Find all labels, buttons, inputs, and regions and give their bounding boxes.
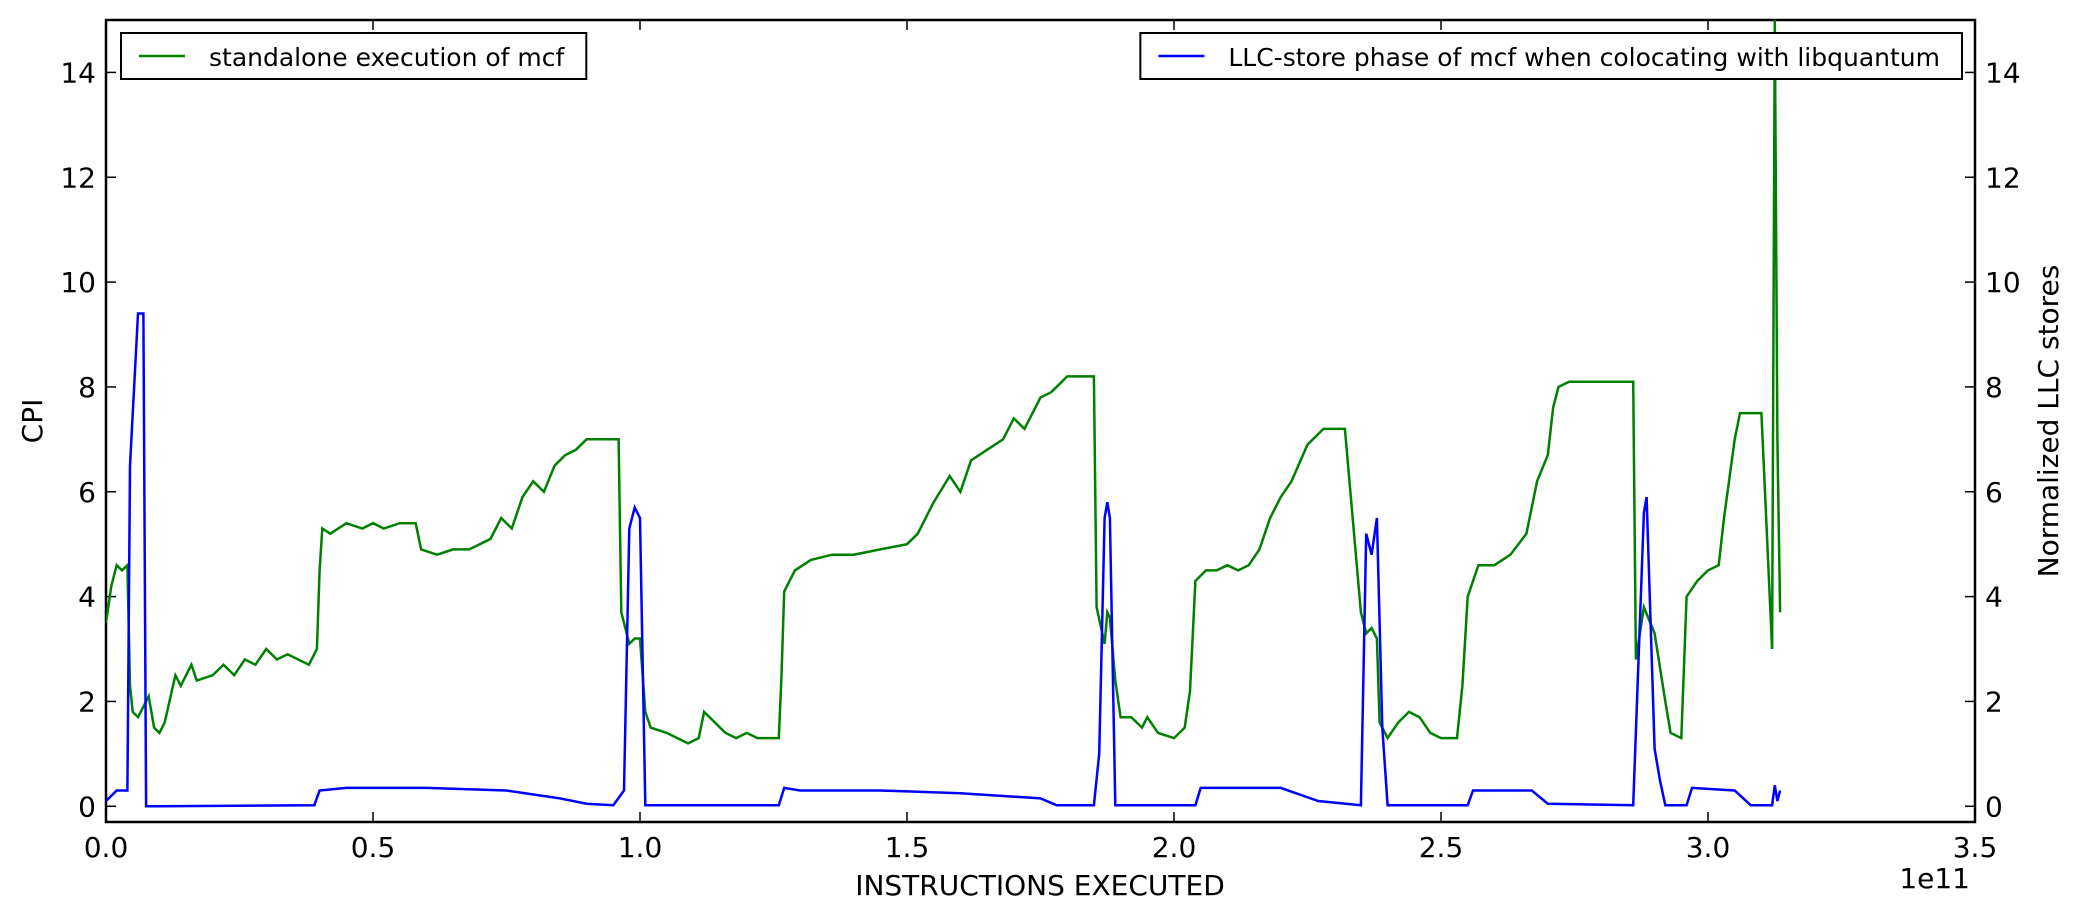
x-axis-label: INSTRUCTIONS EXECUTED	[855, 869, 1225, 902]
legend: LLC-store phase of mcf when colocating w…	[1139, 32, 1963, 80]
y-tick-label: 6	[78, 476, 96, 509]
y2-tick-label: 10	[1985, 266, 2021, 299]
y2-tick-label: 8	[1985, 371, 2003, 404]
legend-label: standalone execution of mcf	[209, 43, 566, 72]
y-tick-label: 0	[78, 790, 96, 823]
y-tick-label: 10	[60, 266, 96, 299]
y2-tick-label: 14	[1985, 56, 2021, 89]
y2-tick-label: 12	[1985, 161, 2021, 194]
x-tick-label: 3.0	[1686, 831, 1731, 864]
x-offset-label: 1e11	[1899, 862, 1970, 895]
y-tick-label: 4	[78, 581, 96, 614]
series-line	[106, 20, 1782, 745]
y2-tick-label: 0	[1985, 790, 2003, 823]
legend-box	[1139, 32, 1963, 80]
x-tick-label: 3.5	[1953, 831, 1998, 864]
x-tick-label: 2.0	[1152, 831, 1197, 864]
legend-label: LLC-store phase of mcf when colocating w…	[1228, 43, 1940, 72]
y-tick-label: 14	[60, 56, 96, 89]
y2-axis-label: Normalized LLC stores	[2032, 265, 2065, 578]
y2-tick-label: 6	[1985, 476, 2003, 509]
y2-tick-label: 4	[1985, 581, 2003, 614]
y-tick-label: 2	[78, 685, 96, 718]
y-axis-label: CPI	[16, 399, 49, 444]
x-tick-label: 0.0	[84, 831, 129, 864]
x-tick-label: 2.5	[1419, 831, 1464, 864]
y2-tick-label: 2	[1985, 685, 2003, 718]
x-tick-label: 1.0	[618, 831, 663, 864]
x-tick-label: 1.5	[885, 831, 930, 864]
x-tick-label: 0.5	[351, 831, 396, 864]
y-tick-label: 12	[60, 161, 96, 194]
plot-frame	[104, 18, 1977, 824]
y-tick-label: 8	[78, 371, 96, 404]
legend: standalone execution of mcf	[120, 32, 588, 80]
legend-box	[120, 32, 588, 80]
series-line	[106, 312, 1782, 808]
